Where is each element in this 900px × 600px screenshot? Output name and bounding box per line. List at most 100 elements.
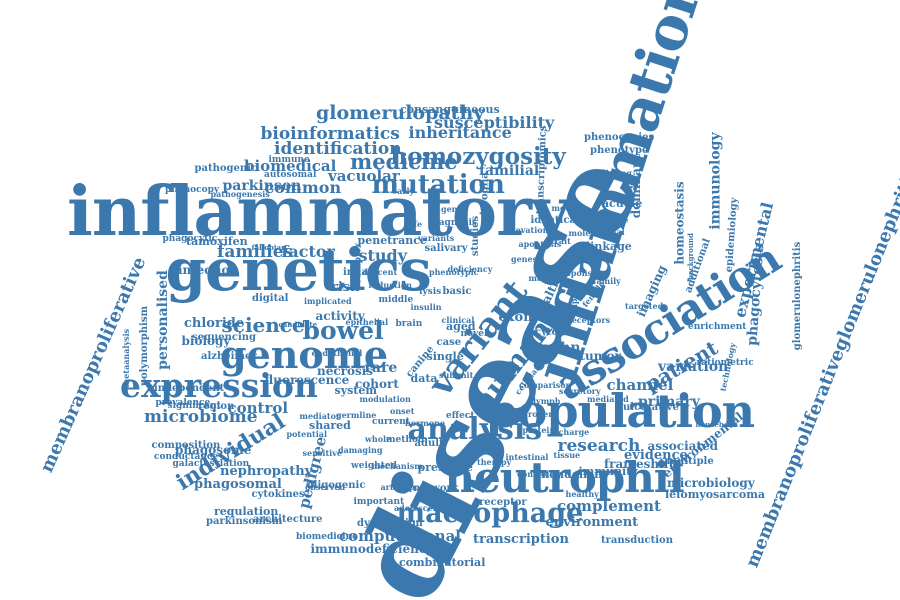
cloud-word: protein [522, 425, 556, 435]
cloud-word: cohort [355, 377, 399, 391]
cloud-word: onset [390, 406, 415, 416]
cloud-word: aged [446, 319, 476, 333]
cloud-word: subunit [439, 370, 474, 380]
cloud-word: familial [479, 163, 540, 179]
cloud-word: potential [286, 429, 328, 439]
cloud-word: homozygosity [390, 142, 566, 170]
cloud-word: phagosome [175, 443, 252, 457]
cloud-word: salivary [424, 243, 468, 254]
cloud-word: deficiency [447, 264, 493, 274]
cloud-word: life [407, 219, 423, 229]
cloud-word: phenocopy [165, 184, 220, 195]
cloud-word: homeostasis [672, 181, 687, 265]
cloud-word: single [426, 349, 464, 363]
cloud-word: vacuolar [328, 166, 400, 185]
cloud-word: variants [418, 233, 455, 243]
cloud-word: molecular [568, 228, 614, 238]
cloud-word: data [410, 371, 438, 385]
cloud-word: inheritance [408, 123, 512, 142]
cloud-word: gene [441, 204, 463, 214]
cloud-word: computational [339, 526, 462, 545]
cloud-word: modulation [359, 394, 411, 404]
cloud-word: tumor [579, 349, 621, 363]
cloud-word: fallopian [251, 242, 287, 252]
cloud-word: microbiology [667, 476, 755, 490]
cloud-word: hormone [405, 418, 446, 428]
cloud-word: risk [331, 279, 360, 295]
cloud-word: effect [446, 410, 475, 421]
cloud-word: microglia [479, 172, 491, 226]
cloud-word: apoptosis [518, 239, 562, 249]
cloud-word: linkage [586, 239, 632, 253]
cloud-word: elevation [507, 225, 549, 235]
cloud-word: galactosylation [172, 458, 250, 469]
cloud-word: significant [167, 400, 221, 411]
cloud-word: network [413, 483, 459, 494]
cloud-word: early [392, 186, 415, 196]
cloud-word: digital [252, 293, 289, 304]
cloud-word: multiple [666, 456, 714, 467]
cloud-word: genome [220, 332, 389, 377]
cloud-word: comparison [519, 380, 572, 390]
cloud-word: case [436, 337, 462, 348]
cloud-word: secretory [559, 386, 601, 396]
cloud-word: architecture [253, 514, 323, 525]
cloud-word: colitis [473, 443, 501, 453]
cloud-word: necrosis [317, 364, 374, 378]
cloud-word: background [685, 232, 695, 280]
cloud-word: microbiome [144, 406, 258, 427]
cloud-word: novel [460, 328, 488, 339]
cloud-word: factor [281, 242, 335, 261]
cloud-word: families [217, 241, 294, 262]
cloud-word: evidence [624, 447, 688, 463]
cloud-word: population [485, 384, 756, 438]
cloud-word: associated [647, 439, 719, 453]
cloud-word: consanguineous [400, 102, 500, 116]
cloud-word: oxidative [588, 215, 629, 225]
cloud-word: science [221, 313, 305, 337]
cloud-word: complex [353, 242, 364, 284]
cloud-word: therapy [477, 457, 512, 467]
cloud-word: damaging [338, 445, 383, 455]
cloud-word: combinatorial [399, 555, 486, 569]
cloud-word: study [358, 246, 408, 265]
cloud-word: biomedicine [296, 531, 358, 542]
cloud-word: insulin [410, 302, 442, 312]
cloud-word: alzheimer [201, 351, 257, 362]
cloud-word: pathogenic [194, 163, 258, 174]
cloud-word: activity [315, 309, 365, 323]
cloud-word: epithelial [345, 317, 389, 327]
cloud-word: healthy [565, 489, 599, 499]
cloud-word: mouse [551, 203, 581, 213]
cloud-word: clinical [441, 315, 475, 325]
cloud-word: infection [178, 263, 239, 277]
cloud-word: phagocytic [162, 233, 218, 244]
cloud-word: observed [305, 482, 346, 492]
cloud-word: genetics [165, 236, 432, 304]
cloud-word: autosomal [264, 169, 317, 180]
cloud-word: common [264, 178, 342, 197]
cloud-word: basic [442, 286, 472, 297]
cloud-word: analysis [407, 412, 543, 447]
cloud-word: endothelial [311, 348, 363, 358]
cloud-word: household [695, 419, 737, 429]
cloud-word: tamoxifen [186, 234, 248, 248]
cloud-word: pathogenesis [210, 189, 270, 199]
cloud-word: receptor [479, 497, 527, 508]
cloud-word: charge [558, 427, 590, 437]
cloud-word: neutrophil [444, 453, 685, 502]
cloud-word: enrichment [688, 321, 747, 332]
cloud-word: channel [606, 375, 674, 394]
cloud-word: cytokine [535, 327, 583, 338]
cloud-word: immune [268, 154, 310, 165]
cloud-word: marker [528, 273, 562, 283]
cloud-word: oligogenic [307, 480, 366, 491]
cloud-word: control [227, 398, 289, 417]
cloud-word: environment [545, 514, 639, 530]
cloud-word: nephropathy [220, 463, 313, 479]
cloud-word: research [557, 435, 641, 456]
cloud-word: adult [414, 438, 444, 449]
cloud-word: germline [336, 410, 377, 420]
cloud-word: sensitive [302, 448, 342, 458]
